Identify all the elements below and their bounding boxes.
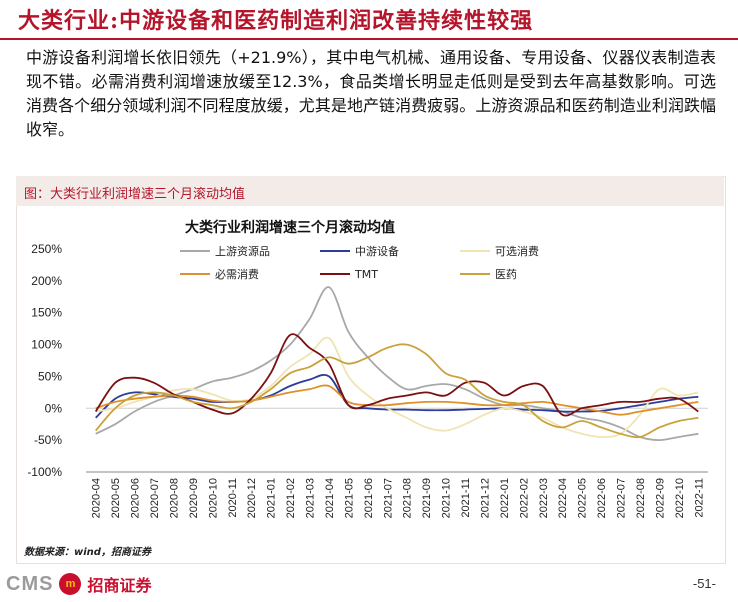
- x-tick-label: 2022-04: [557, 478, 569, 518]
- brand-mark-icon: m: [59, 573, 82, 595]
- title-divider: [0, 38, 738, 40]
- summary-paragraph: 中游设备利润增长依旧领先（+21.9%），其中电气机械、通用设备、专用设备、仪器…: [26, 48, 716, 139]
- x-tick-label: 2020-11: [227, 478, 239, 518]
- legend-label: 医药: [495, 268, 517, 281]
- x-tick-label: 2021-11: [460, 478, 472, 518]
- x-tick-label: 2022-01: [499, 478, 511, 518]
- x-tick-label: 2022-03: [538, 478, 550, 518]
- x-tick-label: 2022-05: [577, 478, 589, 518]
- x-tick-label: 2020-08: [168, 478, 180, 518]
- series-line-医药: [95, 343, 699, 439]
- legend-label: 可选消费: [495, 244, 539, 258]
- x-tick-label: 2022-08: [635, 478, 647, 518]
- page-number: -51-: [692, 576, 716, 591]
- x-tick-label: 2020-12: [246, 478, 258, 518]
- x-tick-label: 2020-04: [91, 478, 103, 518]
- y-tick-label: -50%: [34, 433, 62, 447]
- legend-label: TMT: [354, 268, 378, 281]
- y-tick-label: 50%: [38, 369, 62, 383]
- x-tick-label: 2021-07: [382, 478, 394, 518]
- x-tick-label: 2021-12: [479, 478, 491, 518]
- x-tick-label: 2020-05: [110, 478, 122, 518]
- y-tick-label: -100%: [27, 465, 62, 479]
- x-tick-label: 2021-06: [363, 478, 375, 518]
- data-source-note: 数据来源：wind，招商证券: [24, 547, 151, 558]
- x-tick-label: 2022-11: [693, 478, 705, 518]
- x-tick-label: 2020-10: [207, 478, 219, 518]
- series-line-必需消费: [95, 384, 699, 416]
- y-tick-label: 0%: [45, 401, 63, 415]
- brand-cms-text: CMS: [6, 572, 54, 595]
- figure-panel: [16, 176, 726, 564]
- y-tick-label: 100%: [31, 338, 62, 352]
- x-tick-label: 2021-09: [421, 478, 433, 518]
- y-tick-label: 200%: [31, 274, 62, 288]
- x-tick-label: 2021-02: [285, 478, 297, 518]
- y-tick-label: 250%: [31, 242, 62, 256]
- x-tick-label: 2022-09: [654, 478, 666, 518]
- brand-logo: CMS m 招商证券: [6, 570, 151, 598]
- legend-label: 必需消费: [215, 267, 259, 281]
- brand-chinese-name: 招商证券: [87, 576, 152, 595]
- x-tick-label: 2022-10: [674, 478, 686, 518]
- x-tick-label: 2020-07: [149, 478, 161, 518]
- x-tick-label: 2021-01: [266, 478, 278, 518]
- x-tick-label: 2021-08: [402, 478, 414, 518]
- legend-label: 中游设备: [355, 244, 399, 258]
- series-line-可选消费: [95, 336, 699, 438]
- x-tick-label: 2022-06: [596, 478, 608, 518]
- figure-caption: 图：大类行业利润增速三个月滚动均值: [24, 187, 246, 202]
- x-tick-label: 2021-05: [343, 478, 355, 518]
- x-tick-label: 2022-02: [518, 478, 530, 518]
- x-tick-label: 2020-06: [130, 478, 142, 518]
- series-line-上游资源品: [95, 286, 699, 442]
- x-tick-label: 2021-04: [324, 478, 336, 518]
- chart-axes: 250% 200% 150% 100% 50% 0% -50% -100% 2020-04 202…: [27, 242, 708, 518]
- y-tick-label: 150%: [31, 306, 62, 320]
- figure-header: [16, 176, 724, 206]
- chart-title: 大类行业利润增速三个月滚动均值: [185, 219, 395, 236]
- chart-series: [94, 286, 699, 442]
- slide-title: 大类行业:中游设备和医药制造利润改善持续性较强: [18, 8, 534, 34]
- x-tick-label: 2021-10: [441, 478, 453, 518]
- x-tick-label: 2021-03: [305, 478, 317, 518]
- x-tick-label: 2020-09: [188, 478, 200, 518]
- x-tick-label: 2022-07: [616, 478, 628, 518]
- legend-label: 上游资源品: [215, 244, 270, 258]
